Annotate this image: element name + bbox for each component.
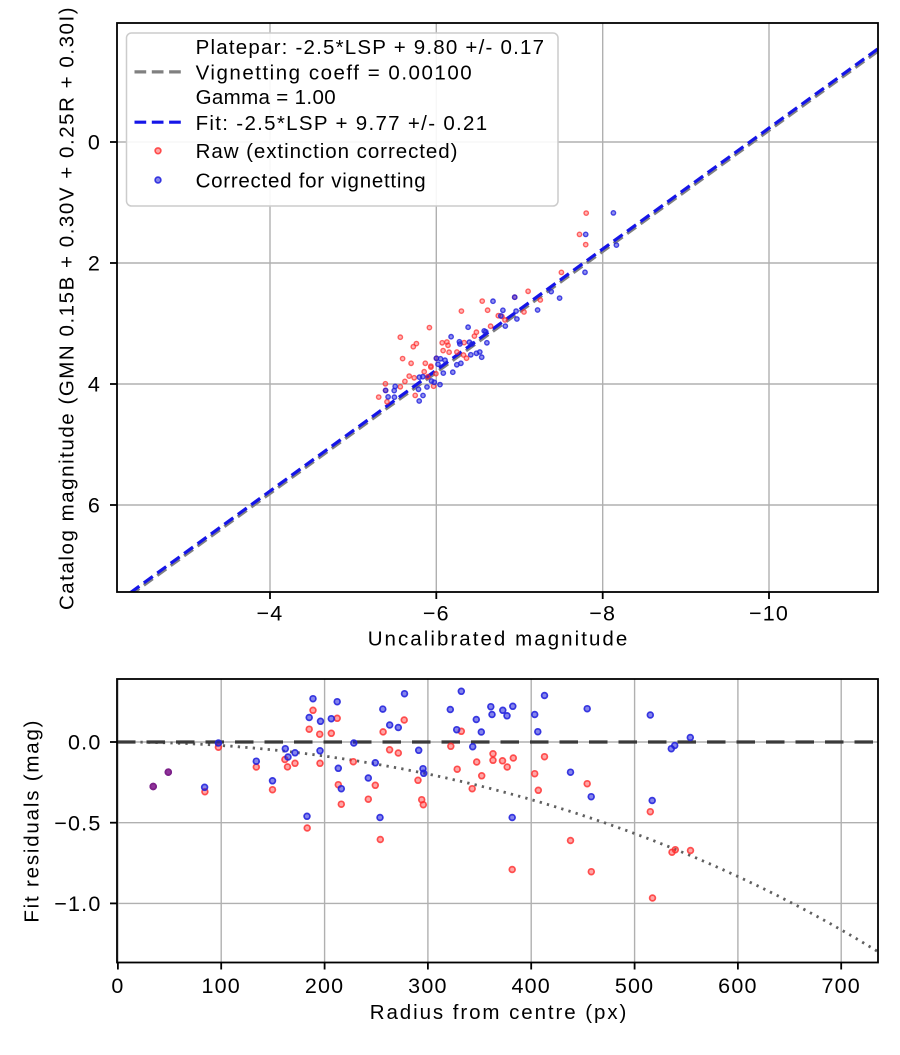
svg-text:Raw (extinction corrected): Raw (extinction corrected)	[196, 140, 459, 163]
svg-text:−10: −10	[749, 601, 789, 625]
svg-text:0: 0	[88, 131, 101, 155]
svg-text:0.0: 0.0	[68, 731, 102, 755]
svg-text:2: 2	[88, 252, 101, 276]
svg-text:Uncalibrated magnitude: Uncalibrated magnitude	[368, 628, 630, 651]
svg-text:Vignetting coeff = 0.00100: Vignetting coeff = 0.00100	[196, 61, 474, 84]
svg-text:Fit: -2.5*LSP + 9.77 +/- 0.21: Fit: -2.5*LSP + 9.77 +/- 0.21	[196, 112, 489, 135]
svg-text:600: 600	[718, 974, 757, 998]
svg-text:0: 0	[111, 974, 124, 998]
svg-text:−1.0: −1.0	[54, 892, 101, 916]
svg-text:500: 500	[615, 974, 654, 998]
svg-text:Catalog magnitude (GMN 0.15B +: Catalog magnitude (GMN 0.15B + 0.30V + 0…	[56, 6, 79, 610]
svg-text:Gamma = 1.00: Gamma = 1.00	[196, 86, 336, 109]
svg-text:100: 100	[201, 974, 240, 998]
svg-text:Radius from centre (px): Radius from centre (px)	[370, 1001, 629, 1024]
svg-text:4: 4	[88, 373, 101, 397]
svg-text:−6: −6	[423, 601, 450, 625]
svg-text:700: 700	[821, 974, 860, 998]
svg-text:−4: −4	[257, 601, 284, 625]
svg-text:Platepar: -2.5*LSP + 9.80 +/-: Platepar: -2.5*LSP + 9.80 +/- 0.17	[196, 36, 546, 59]
svg-text:Fit residuals (mag): Fit residuals (mag)	[21, 719, 44, 923]
svg-text:−0.5: −0.5	[54, 811, 101, 835]
svg-text:Corrected for vignetting: Corrected for vignetting	[196, 169, 427, 192]
svg-text:200: 200	[305, 974, 344, 998]
svg-text:−8: −8	[589, 601, 616, 625]
svg-text:400: 400	[511, 974, 550, 998]
svg-text:6: 6	[88, 494, 101, 518]
svg-text:300: 300	[408, 974, 447, 998]
